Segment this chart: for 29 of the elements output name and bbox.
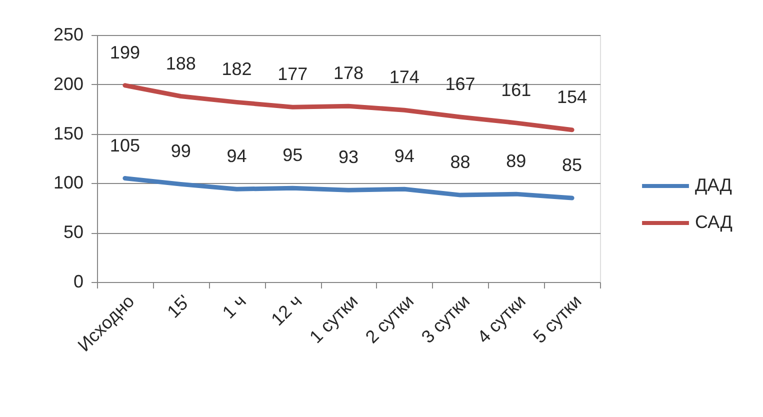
data-label: 94 — [226, 146, 247, 166]
data-label: 85 — [562, 155, 582, 176]
y-tick-label: 200 — [53, 74, 84, 94]
x-tick-label: 1 ч — [218, 291, 250, 322]
data-label: 105 — [110, 135, 140, 156]
y-tick-label: 50 — [63, 222, 84, 242]
line-series — [122, 176, 574, 200]
data-label: 93 — [338, 147, 359, 168]
legend-label: САД — [695, 212, 732, 232]
x-tick-label: 12 ч — [267, 291, 306, 330]
data-label: 174 — [389, 67, 420, 88]
y-tick-label: 0 — [73, 272, 84, 292]
data-label: 89 — [506, 151, 526, 172]
data-label: 95 — [282, 145, 303, 166]
data-label: 161 — [501, 80, 532, 100]
x-tick-label: 15' — [163, 291, 194, 322]
legend-label: ДАД — [695, 175, 732, 195]
y-tick-label: 150 — [53, 123, 84, 144]
y-tick-label: 250 — [53, 24, 84, 44]
data-label: 199 — [110, 42, 140, 62]
data-label: 154 — [557, 86, 588, 107]
data-label: 177 — [278, 64, 308, 84]
data-label: 88 — [450, 152, 470, 172]
data-label: 99 — [170, 141, 191, 162]
y-tick-label: 100 — [53, 172, 84, 193]
data-label: 94 — [394, 146, 414, 166]
data-label: 182 — [222, 59, 252, 80]
data-label: 178 — [333, 63, 364, 84]
data-label: 188 — [166, 53, 196, 74]
